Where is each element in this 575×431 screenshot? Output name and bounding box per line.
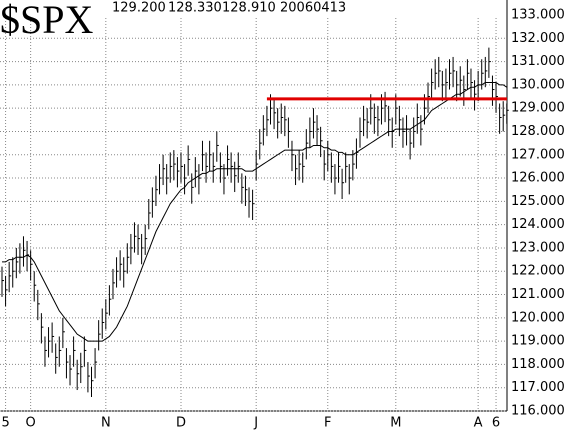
y-tick-label: 125.000 [511, 194, 565, 209]
y-tick-label: 129.000 [511, 101, 565, 116]
y-tick-label: 124.000 [511, 217, 565, 232]
y-tick-label: 116.000 [511, 404, 565, 419]
x-tick-label: J [253, 416, 258, 431]
y-tick-label: 132.000 [511, 31, 565, 46]
quote: 129.200 128.330 128.910 20060413 [112, 1, 346, 16]
y-tick-label: 127.000 [511, 147, 565, 162]
x-tick-label: D [176, 416, 186, 431]
grid [0, 0, 507, 412]
quote-value: 20060413 [280, 1, 346, 16]
y-tick-label: 126.000 [511, 171, 565, 186]
y-tick-label: 130.000 [511, 77, 565, 92]
y-tick-label: 117.000 [511, 380, 565, 395]
y-tick-label: 123.000 [511, 240, 565, 255]
y-tick-label: 118.000 [511, 357, 565, 372]
x-tick-label: M [390, 416, 401, 431]
x-tick-label: 6 [492, 416, 500, 431]
quote-value: 129.200 [112, 1, 166, 16]
x-tick-label: A [474, 416, 483, 431]
quote-value: 128.910 [222, 1, 276, 16]
quote-value: 128.330 [168, 1, 222, 16]
plot [1, 47, 509, 398]
y-tick-label: 131.000 [511, 54, 565, 69]
header-band [0, 0, 506, 16]
moving-average [2, 82, 508, 342]
y-tick-label: 119.000 [511, 334, 565, 349]
x-tick-label: F [324, 416, 331, 431]
y-tick-label: 120.000 [511, 310, 565, 325]
x-tick-label: O [26, 416, 36, 431]
chart-title: $SPX [0, 0, 93, 42]
y-tick-label: 121.000 [511, 287, 565, 302]
x-tick-label: N [101, 416, 111, 431]
y-tick-label: 122.000 [511, 264, 565, 279]
y-tick-label: 133.000 [511, 8, 565, 23]
y-tick-label: 128.000 [511, 124, 565, 139]
x-tick-label: 5 [1, 416, 9, 431]
